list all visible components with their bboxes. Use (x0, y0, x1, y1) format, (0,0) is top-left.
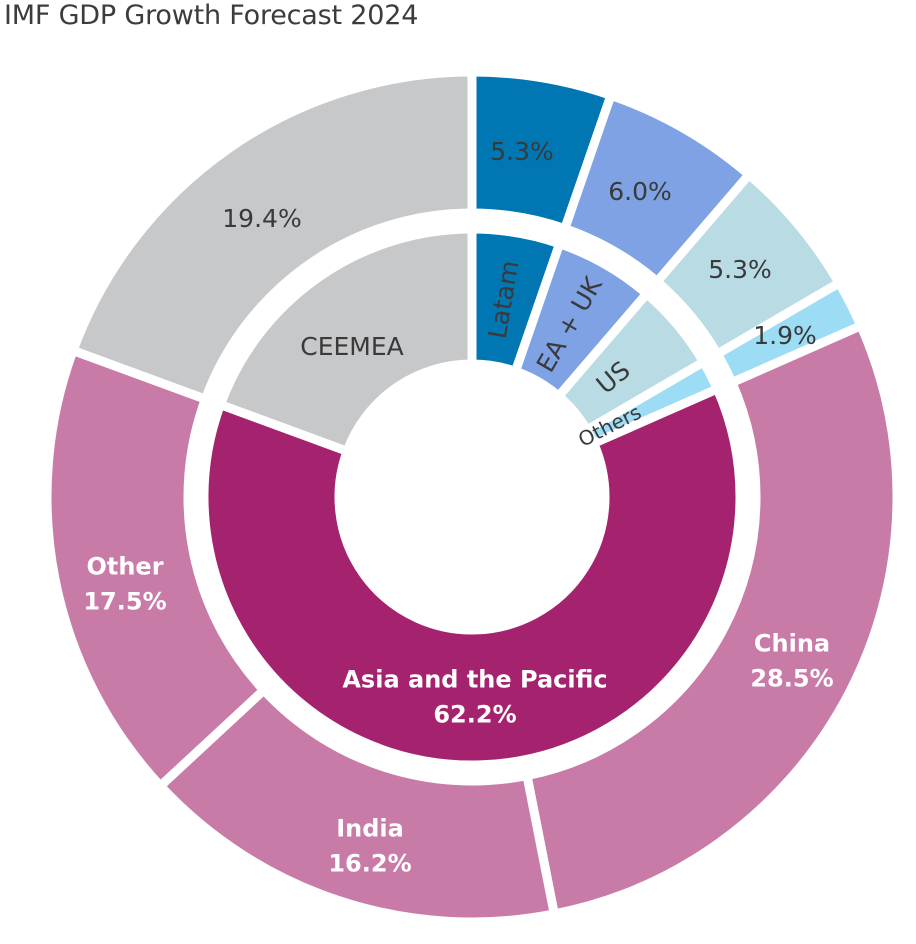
center-hole (343, 368, 601, 626)
outer-label-value-2: 5.3% (708, 255, 772, 284)
outer-label-other-6: Other 17.5% (83, 553, 166, 616)
outer-label-value-0: 5.3% (490, 137, 554, 166)
outer-slice-other-6 (42, 344, 271, 793)
outer-slice-19-4-7 (67, 67, 477, 405)
outer-slice-india-5 (154, 683, 560, 927)
chart-title: IMF GDP Growth Forecast 2024 (4, 0, 419, 31)
outer-label-value-7: 19.4% (222, 204, 301, 233)
outer-label-value-3: 1.9% (753, 321, 817, 350)
outer-label-value-1: 6.0% (608, 177, 672, 206)
outer-label-china-4: China 28.5% (750, 630, 833, 693)
outer-label-india-5: India 16.2% (328, 815, 411, 878)
inner-label-ceemea: CEEMEA (300, 332, 404, 361)
inner-slice-asia-and-the-pacific-4 (199, 383, 745, 770)
inner-slice-ceemea-5 (214, 224, 477, 457)
outer-slice-china-4 (521, 319, 902, 920)
slices-layer (42, 67, 902, 927)
inner-label-asia-and-the-pacific: Asia and the Pacific 62.2% (342, 666, 607, 729)
